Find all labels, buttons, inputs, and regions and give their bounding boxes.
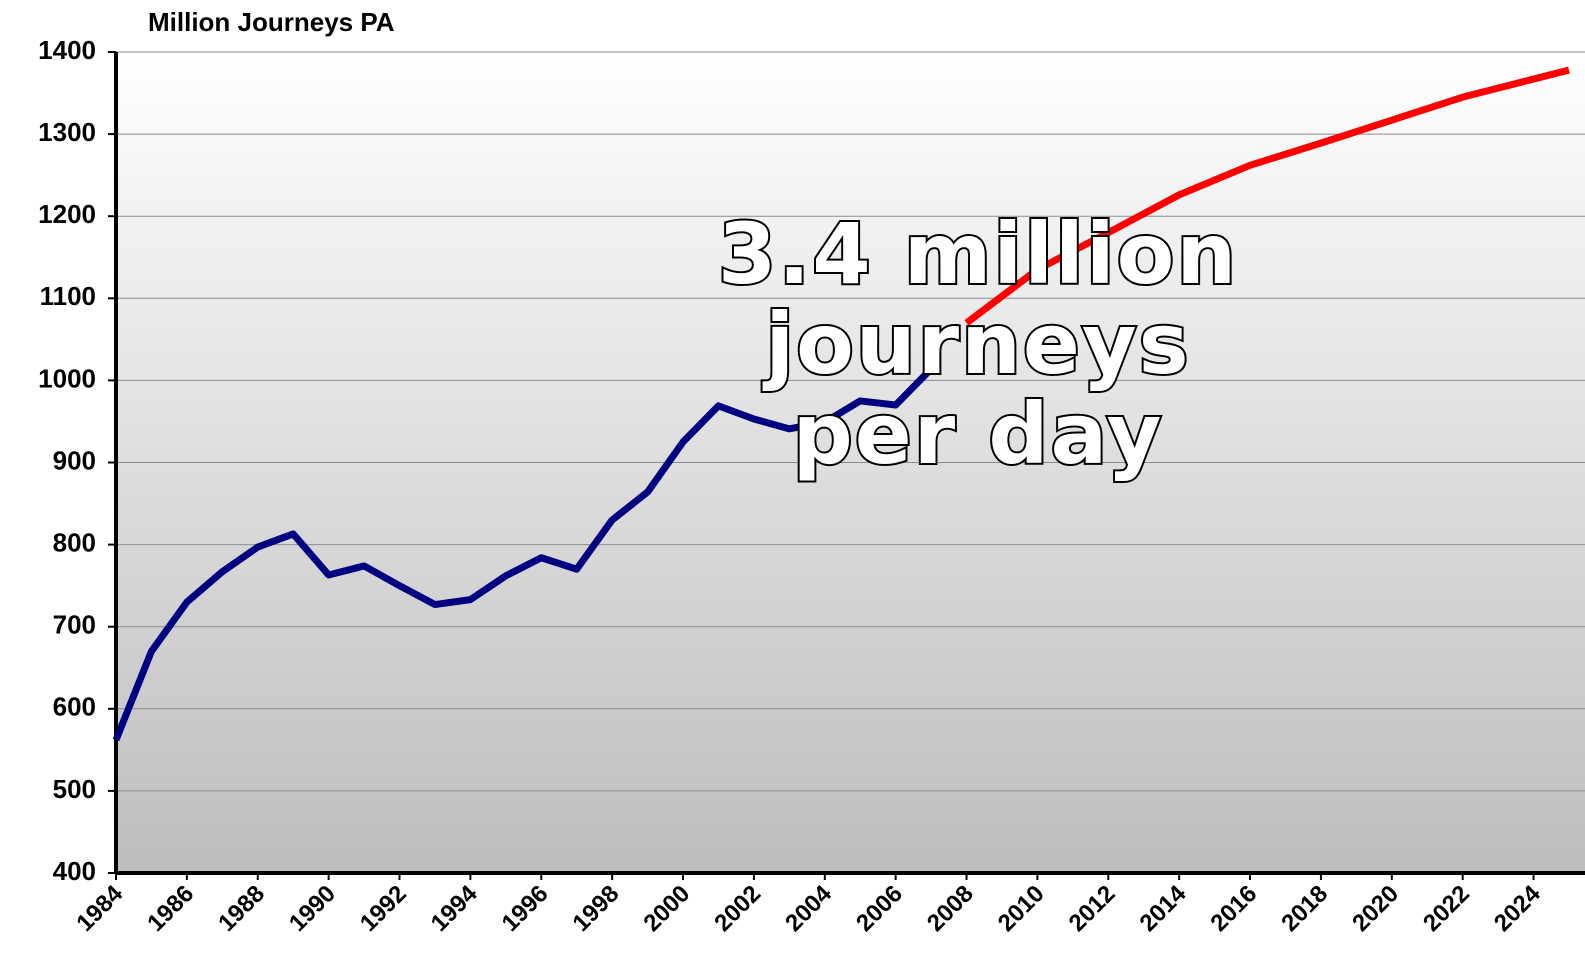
series-line	[112, 366, 934, 742]
x-tick-label: 2000	[638, 880, 695, 937]
x-tick-label: 2004	[780, 880, 837, 937]
y-tick-label: 1300	[38, 117, 96, 147]
annotation: 3.4 million	[718, 205, 1238, 303]
chart-title: Million Journeys PA	[148, 7, 395, 37]
y-tick-label: 900	[53, 445, 96, 475]
y-tick-label: 500	[53, 774, 96, 804]
y-tick-label: 1000	[38, 363, 96, 393]
x-tick-label: 1996	[497, 880, 554, 937]
y-tick-label: 700	[53, 610, 96, 640]
x-tick-label: 2022	[1418, 880, 1475, 937]
annotation: journeys	[762, 295, 1190, 393]
x-tick-label: 2018	[1276, 880, 1333, 937]
x-tick-label: 2010	[993, 880, 1050, 937]
x-tick-label: 1990	[284, 880, 341, 937]
x-tick-label: 2006	[851, 880, 908, 937]
x-tick-label: 2024	[1489, 880, 1546, 937]
x-tick-label: 2012	[1064, 880, 1121, 937]
y-tick-label: 600	[53, 692, 96, 722]
x-tick-label: 1998	[568, 880, 625, 937]
x-tick-label: 1984	[71, 880, 128, 937]
x-tick-label: 2008	[922, 880, 979, 937]
x-tick-label: 1994	[426, 880, 483, 937]
x-tick-label: 1992	[355, 880, 412, 937]
x-tick-label: 2002	[709, 880, 766, 937]
annotation: per day	[793, 385, 1164, 483]
x-tick-label: 2020	[1347, 880, 1404, 937]
x-tick-label: 2014	[1135, 880, 1192, 937]
y-tick-label: 800	[53, 527, 96, 557]
x-tick-label: 2016	[1205, 880, 1262, 937]
y-tick-label: 400	[53, 856, 96, 886]
y-tick-label: 1100	[40, 281, 96, 311]
y-tick-label: 1400	[38, 35, 96, 65]
series-line	[964, 66, 1570, 326]
y-tick-label: 1200	[38, 199, 96, 229]
x-tick-label: 1988	[213, 880, 270, 937]
x-tick-label: 1986	[142, 880, 199, 937]
